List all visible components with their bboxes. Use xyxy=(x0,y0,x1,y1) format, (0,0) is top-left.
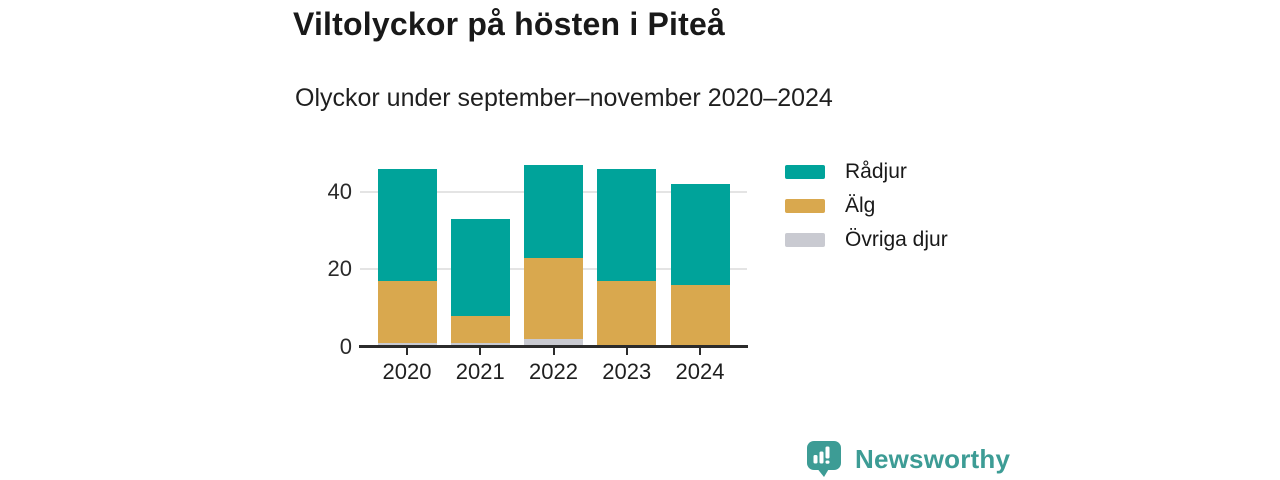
y-tick-label: 0 xyxy=(339,334,352,359)
bar-segment xyxy=(377,168,437,282)
x-tick-mark xyxy=(406,347,408,355)
legend-item-radjur: Rådjur xyxy=(785,159,948,185)
bar-segment xyxy=(597,168,657,282)
x-tick-label: 2021 xyxy=(455,359,505,384)
y-axis-labels: 0 20 40 xyxy=(290,0,352,480)
x-axis-line xyxy=(359,345,748,348)
legend-item-ovriga-djur: Övriga djur xyxy=(785,227,948,253)
bar-segment xyxy=(524,164,583,258)
bar-segment xyxy=(450,218,510,316)
legend-label-alg: Älg xyxy=(845,194,876,217)
newsworthy-logo-icon xyxy=(807,441,841,477)
x-axis-labels: 2020 2021 2022 2023 2024 xyxy=(359,359,748,387)
bar-segment xyxy=(670,284,730,347)
legend-item-alg: Älg xyxy=(785,193,948,219)
legend: Rådjur Älg Övriga djur xyxy=(785,159,948,261)
x-tick-label: 2022 xyxy=(529,359,578,384)
chart-title: Viltolyckor på hösten i Piteå xyxy=(293,6,726,42)
x-tick-label: 2020 xyxy=(382,359,432,384)
bar-segment xyxy=(450,315,510,344)
brand-name: Newsworthy xyxy=(855,443,1011,474)
y-tick-label: 40 xyxy=(327,178,352,204)
x-tick-mark xyxy=(552,347,555,355)
legend-label-ovriga-djur: Övriga djur xyxy=(845,228,948,251)
x-tick-mark xyxy=(625,347,628,355)
legend-swatch-radjur xyxy=(785,165,825,179)
bar-segment xyxy=(597,281,657,347)
x-tick-mark xyxy=(479,347,482,355)
legend-swatch-ovriga-djur xyxy=(785,233,825,247)
legend-label-radjur: Rådjur xyxy=(845,160,907,183)
y-tick-label: 20 xyxy=(327,256,352,282)
bar-segment xyxy=(524,257,583,340)
brand-footer: Newsworthy xyxy=(806,440,1010,478)
x-tick-label: 2023 xyxy=(602,359,652,384)
chart-subtitle: Olyckor under september–november 2020–20… xyxy=(295,84,833,112)
plot-area xyxy=(359,153,748,355)
x-tick-label: 2024 xyxy=(675,359,725,384)
bar-segment xyxy=(524,339,583,347)
x-tick-mark xyxy=(699,347,701,355)
bar-segment xyxy=(670,184,730,285)
legend-swatch-alg xyxy=(785,199,825,213)
bar-segment xyxy=(377,281,437,344)
